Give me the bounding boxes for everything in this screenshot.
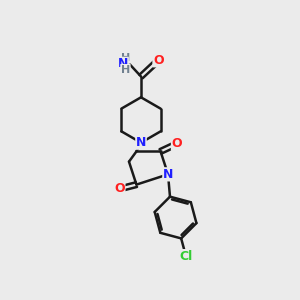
Text: O: O bbox=[153, 54, 164, 67]
Text: Cl: Cl bbox=[179, 250, 193, 262]
Text: O: O bbox=[114, 182, 125, 195]
Text: N: N bbox=[163, 168, 173, 181]
Text: O: O bbox=[171, 137, 182, 150]
Text: N: N bbox=[118, 57, 128, 70]
Text: H: H bbox=[121, 53, 130, 63]
Text: N: N bbox=[136, 136, 146, 149]
Text: H: H bbox=[121, 64, 130, 75]
